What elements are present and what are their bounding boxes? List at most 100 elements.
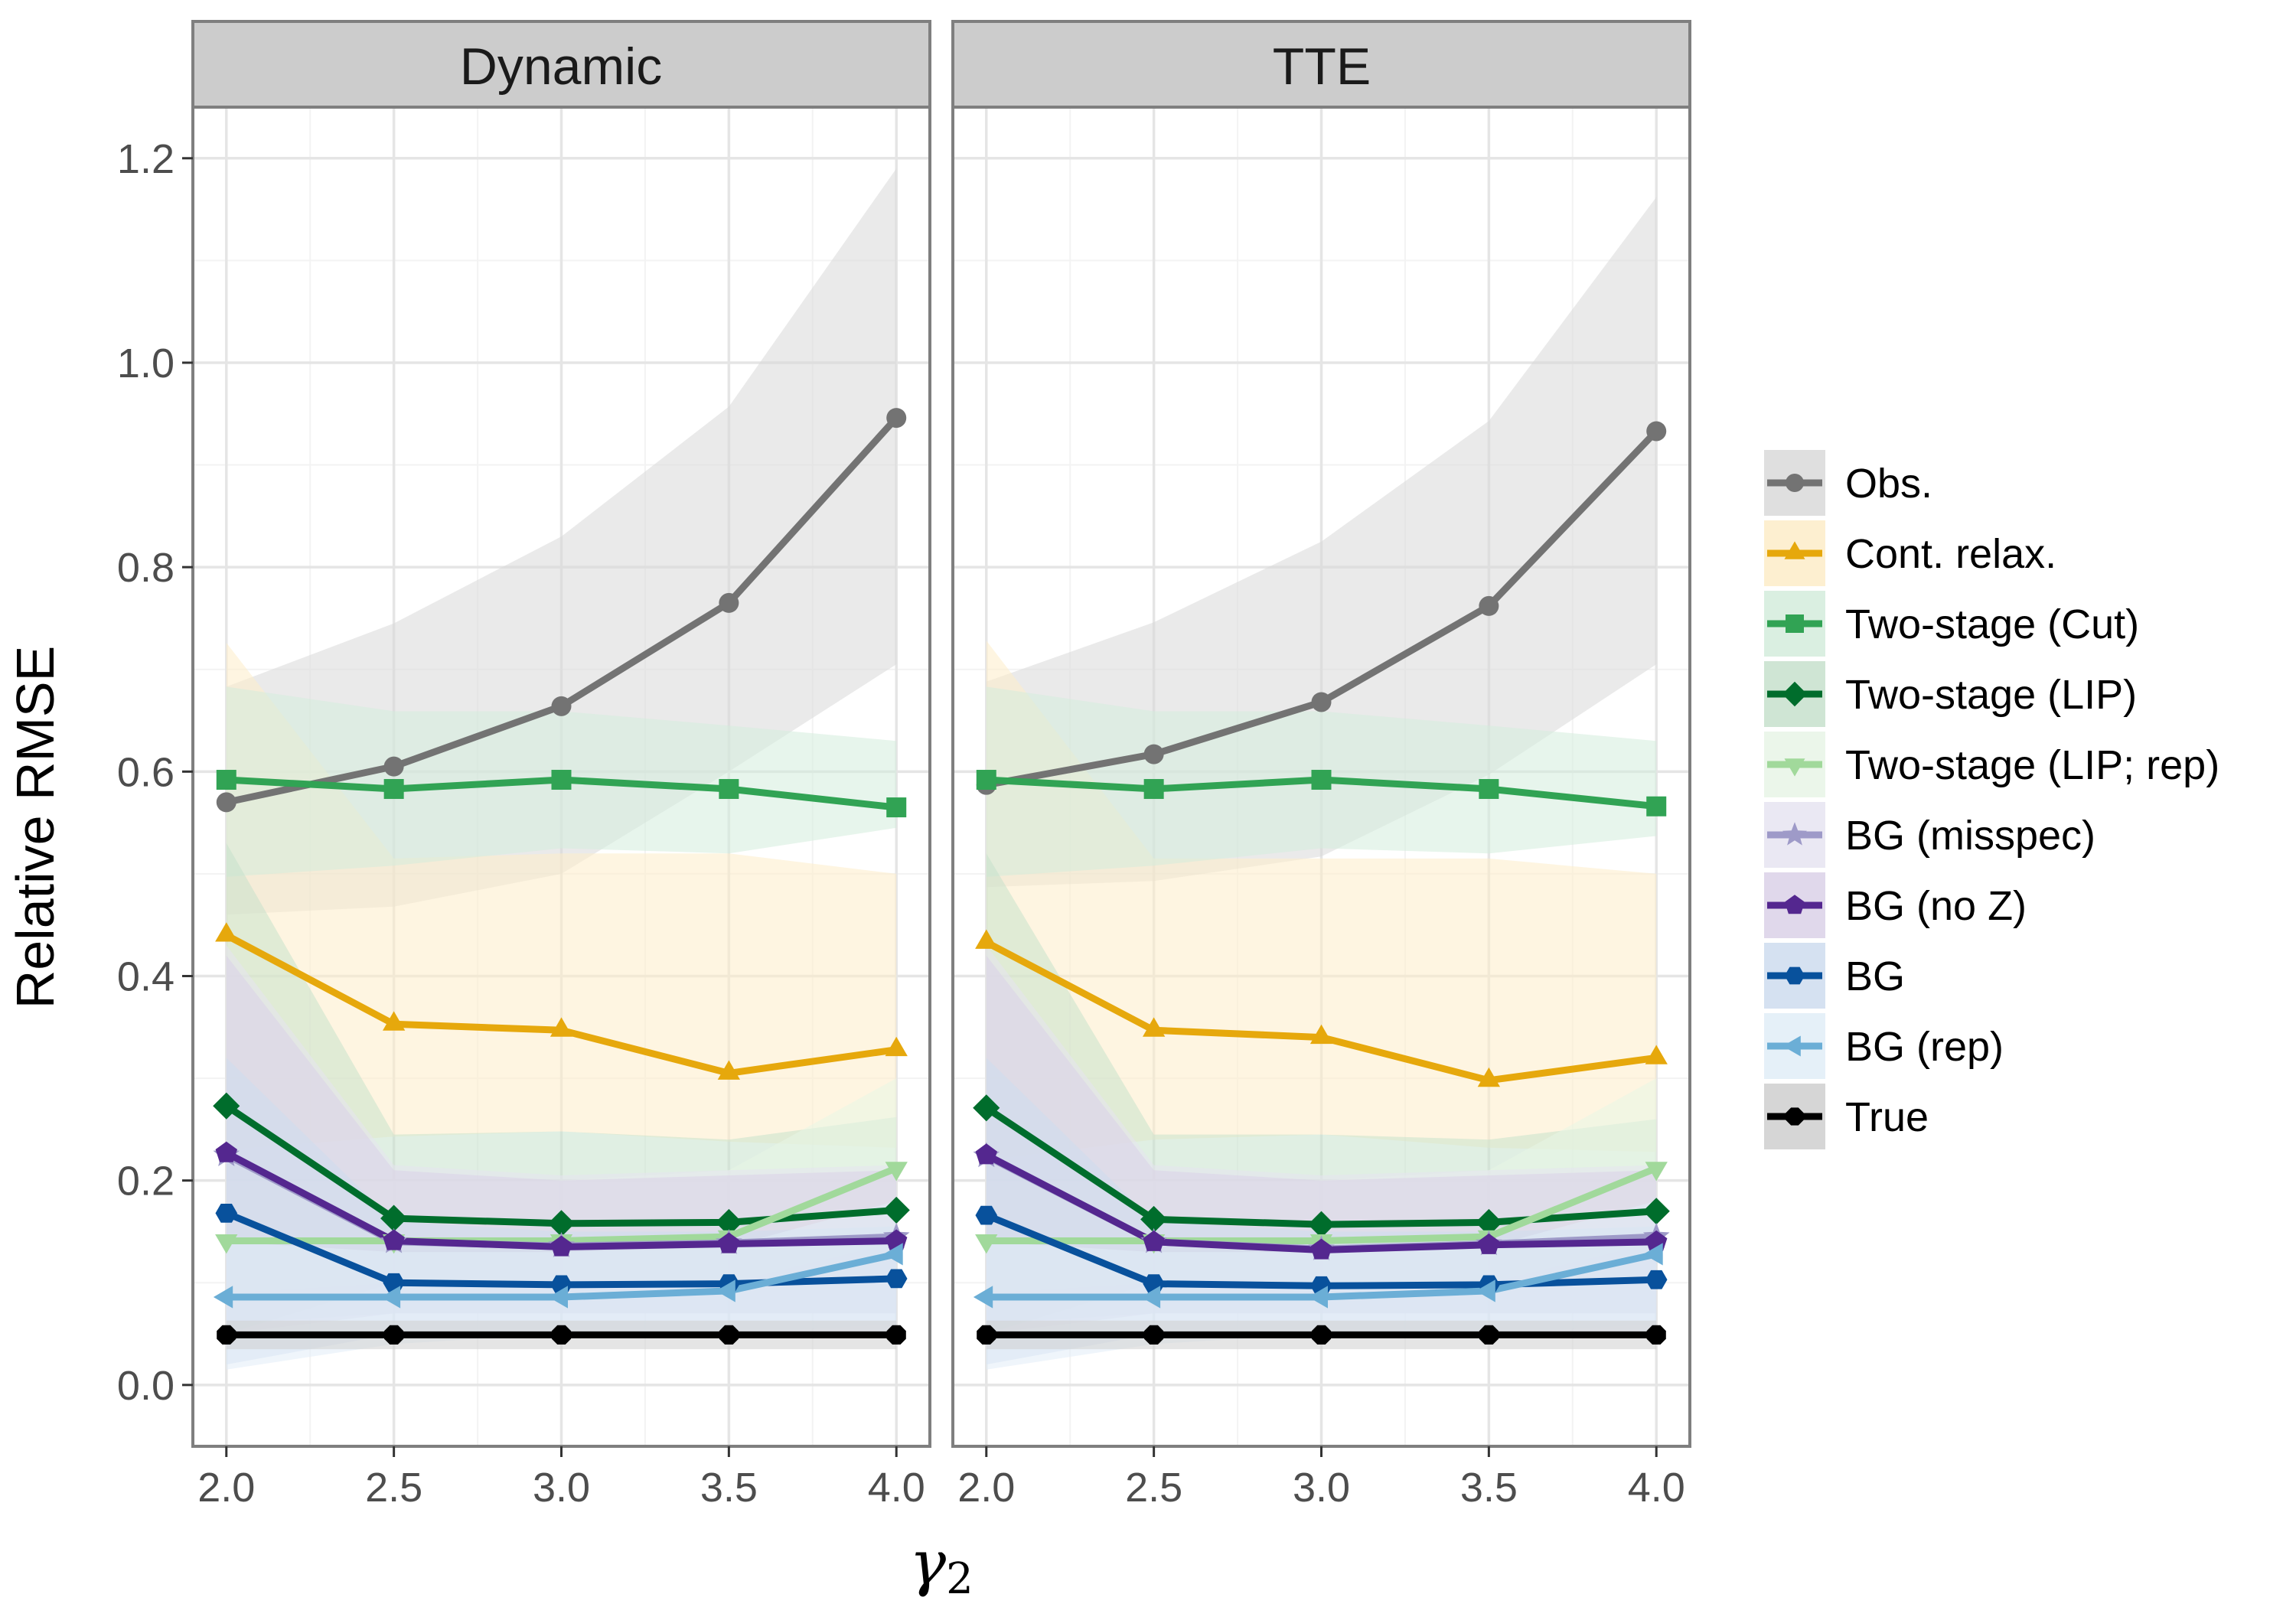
legend-item: Two-stage (Cut) — [1764, 591, 2139, 657]
legend-item: Cont. relax. — [1764, 520, 2056, 586]
data-point-series-9 — [1311, 1325, 1332, 1345]
data-point-series-6 — [550, 1235, 572, 1257]
legend-key-marker — [1786, 1107, 1804, 1126]
data-point-series-3 — [548, 1210, 576, 1237]
legend-item: Obs. — [1764, 450, 1932, 516]
series-points — [213, 408, 910, 1345]
data-point-series-2 — [216, 770, 236, 790]
data-point-series-3 — [1308, 1211, 1335, 1238]
legend: Obs. Cont. relax. Two-stage (Cut) Two-stage… — [1764, 450, 2219, 1149]
data-point-series-8 — [883, 1243, 903, 1266]
data-point-series-1 — [975, 929, 998, 949]
data-point-series-2 — [886, 797, 907, 818]
data-point-series-9 — [384, 1325, 404, 1345]
data-point-series-8 — [1308, 1286, 1328, 1309]
x-axis-title-subscript: 2 — [946, 1554, 974, 1604]
data-point-series-0 — [1479, 595, 1499, 616]
legend-key-marker — [1782, 1035, 1801, 1057]
x-tick-label: 3.5 — [700, 1465, 758, 1511]
data-point-series-2 — [1311, 770, 1332, 790]
data-point-series-2 — [719, 779, 739, 800]
data-point-series-9 — [977, 1325, 996, 1345]
data-point-series-0 — [383, 756, 404, 777]
data-point-series-6 — [1143, 1230, 1165, 1251]
legend-label: Two-stage (LIP; rep) — [1845, 742, 2219, 788]
data-point-series-9 — [886, 1325, 906, 1345]
data-point-series-1 — [550, 1017, 573, 1037]
data-point-series-4 — [215, 1234, 238, 1254]
data-point-series-6 — [718, 1232, 740, 1253]
data-point-series-6 — [975, 1143, 997, 1165]
legend-key-marker — [1784, 758, 1805, 777]
legend-label: BG (rep) — [1845, 1024, 2004, 1070]
data-point-series-8 — [716, 1279, 735, 1302]
y-tick-label: 1.2 — [117, 136, 174, 182]
data-point-series-6 — [215, 1141, 237, 1162]
legend-label: Cont. relax. — [1845, 531, 2056, 577]
legend-key-marker — [1782, 822, 1807, 846]
legend-label: Two-stage (Cut) — [1845, 601, 2139, 647]
y-tick-label: 0.0 — [117, 1363, 174, 1409]
y-tick-label: 0.2 — [117, 1159, 174, 1204]
data-point-series-9 — [1646, 1325, 1666, 1345]
facet-strips: Dynamic TTE — [191, 20, 1691, 109]
legend-label: True — [1845, 1094, 1929, 1140]
panel-dynamic — [191, 106, 931, 1448]
data-point-series-6 — [1310, 1238, 1332, 1260]
x-tick-label: 3.5 — [1460, 1465, 1518, 1511]
data-point-series-7 — [885, 1269, 908, 1289]
legend-item: BG — [1764, 943, 1905, 1009]
data-point-series-4 — [1645, 1162, 1668, 1182]
strip-background-tte — [951, 20, 1691, 109]
data-point-series-1 — [1477, 1067, 1500, 1087]
data-point-series-7 — [1645, 1270, 1668, 1289]
legend-key-marker — [1784, 541, 1805, 559]
x-axis-title-symbol: γ — [909, 1527, 946, 1599]
x-tick-label: 2.0 — [957, 1465, 1015, 1511]
legend-key-marker — [1786, 474, 1804, 492]
data-point-series-1 — [1143, 1017, 1166, 1037]
legend-key-marker — [1786, 614, 1804, 633]
data-point-series-0 — [719, 592, 739, 613]
legend-item: Two-stage (LIP; rep) — [1764, 732, 2219, 797]
data-point-series-7 — [975, 1205, 998, 1225]
data-point-series-7 — [215, 1204, 238, 1223]
data-point-series-8 — [1476, 1279, 1495, 1302]
legend-key-marker — [1784, 966, 1805, 985]
data-point-series-3 — [380, 1204, 408, 1232]
strip-background-dynamic — [191, 20, 931, 109]
data-point-series-3 — [973, 1094, 1000, 1122]
data-point-series-0 — [1646, 421, 1667, 442]
data-point-series-1 — [717, 1060, 740, 1080]
panel-tte — [951, 106, 1691, 1448]
data-point-series-2 — [976, 770, 996, 790]
data-point-series-1 — [383, 1011, 406, 1031]
data-point-series-0 — [886, 408, 907, 429]
x-tick-label: 3.0 — [1293, 1465, 1350, 1511]
y-tick-label: 1.0 — [117, 341, 174, 386]
data-point-series-2 — [1646, 796, 1667, 817]
y-axis-title: Relative RMSE — [5, 646, 65, 1009]
data-point-series-2 — [551, 770, 572, 790]
legend-key-marker — [1782, 681, 1808, 707]
data-point-series-9 — [719, 1325, 739, 1345]
data-point-series-8 — [1643, 1243, 1663, 1266]
legend-label: BG (misspec) — [1845, 813, 2095, 859]
data-point-series-0 — [1143, 744, 1164, 764]
y-tick-label: 0.4 — [117, 953, 174, 999]
strip-label-tte: TTE — [1273, 37, 1371, 96]
data-point-series-1 — [885, 1036, 908, 1057]
data-point-series-8 — [1140, 1286, 1161, 1309]
x-tick-label: 2.5 — [1125, 1465, 1182, 1511]
data-point-series-8 — [548, 1286, 568, 1309]
data-point-series-9 — [1479, 1325, 1499, 1345]
data-point-series-3 — [1642, 1198, 1670, 1225]
x-tick-label: 2.5 — [365, 1465, 422, 1511]
data-point-series-2 — [383, 779, 404, 800]
data-point-series-1 — [1645, 1045, 1668, 1064]
y-tick-label: 0.8 — [117, 545, 174, 591]
legend-label: Obs. — [1845, 461, 1932, 507]
data-point-series-9 — [217, 1325, 236, 1345]
x-axis-title: γ2 — [909, 1527, 973, 1604]
